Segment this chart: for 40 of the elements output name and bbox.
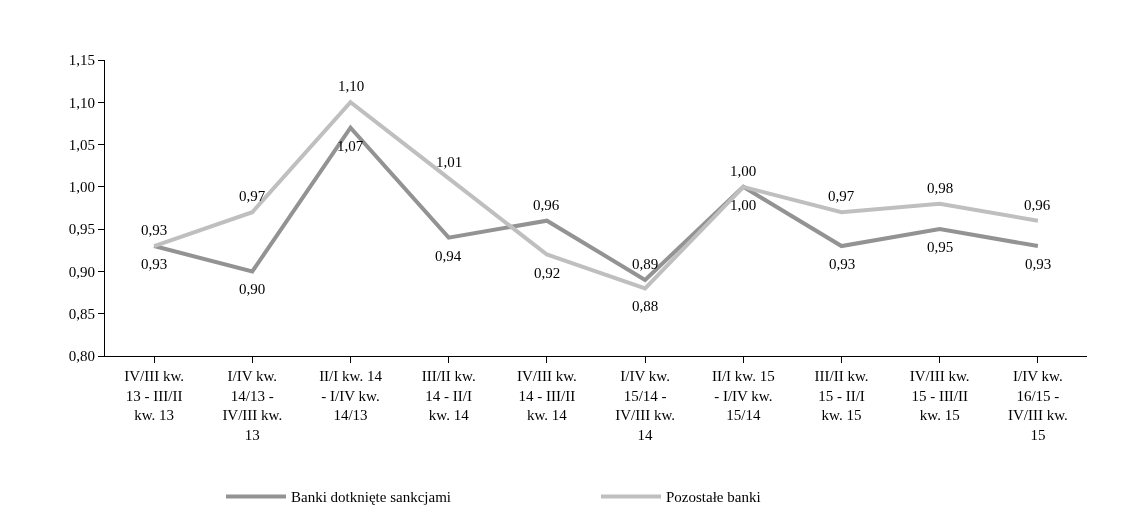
data-label: 0,94 — [435, 248, 462, 264]
x-tick-label: IV/III kw. 13 - III/II kw. 13 — [124, 368, 185, 423]
y-tick-label: 0,95 — [68, 221, 95, 238]
x-tick-label: II/I kw. 15 - I/IV kw. 15/14 — [711, 368, 775, 423]
y-tick-label: 0,90 — [68, 263, 95, 280]
data-label: 0,93 — [141, 256, 168, 272]
x-tick-label: IV/III kw. 15 - III/II kw. 15 — [909, 368, 970, 423]
data-label: 1,01 — [436, 154, 463, 170]
x-tick-label: III/II kw. 15 - II/I kw. 15 — [814, 368, 869, 423]
data-label: 0,95 — [927, 239, 954, 255]
data-label: 0,93 — [829, 256, 856, 272]
x-tick-label: I/IV kw. 15/14 - IV/III kw. 14 — [615, 368, 676, 443]
data-label: 0,92 — [534, 265, 561, 281]
data-label: 0,93 — [1025, 256, 1052, 272]
data-label: 1,00 — [730, 197, 757, 213]
y-tick-label: 1,05 — [68, 136, 95, 153]
legend-label: Pozostałe banki — [666, 489, 761, 506]
x-tick-label: II/I kw. 14 - I/IV kw. 14/13 — [319, 368, 383, 423]
data-label: 0,90 — [239, 281, 266, 297]
data-label: 0,96 — [533, 197, 560, 213]
data-label: 0,97 — [828, 188, 855, 204]
data-label: 0,93 — [141, 222, 168, 238]
data-label: 1,10 — [338, 78, 365, 94]
y-tick-label: 1,10 — [68, 94, 95, 111]
x-tick-label: I/IV kw. 16/15 - IV/III kw. 15 — [1007, 368, 1068, 443]
data-label: 1,00 — [730, 163, 757, 179]
x-tick-label: I/IV kw. 14/13 - IV/III kw. 13 — [222, 368, 283, 443]
data-label: 0,89 — [632, 256, 659, 272]
y-tick-label: 0,85 — [68, 305, 95, 322]
data-label: 1,07 — [337, 138, 364, 154]
legend-label: Banki dotknięte sankcjami — [291, 489, 451, 506]
data-label: 0,88 — [632, 298, 659, 314]
y-tick-label: 1,15 — [68, 52, 95, 69]
y-tick-label: 1,00 — [68, 179, 95, 196]
data-label: 0,96 — [1024, 197, 1051, 213]
x-tick-label: IV/III kw. 14 - III/II kw. 14 — [516, 368, 577, 423]
data-label: 0,98 — [927, 180, 954, 196]
data-label: 0,97 — [239, 188, 266, 204]
x-tick-label: III/II kw. 14 - II/I kw. 14 — [421, 368, 476, 423]
y-tick-label: 0,80 — [68, 348, 95, 365]
